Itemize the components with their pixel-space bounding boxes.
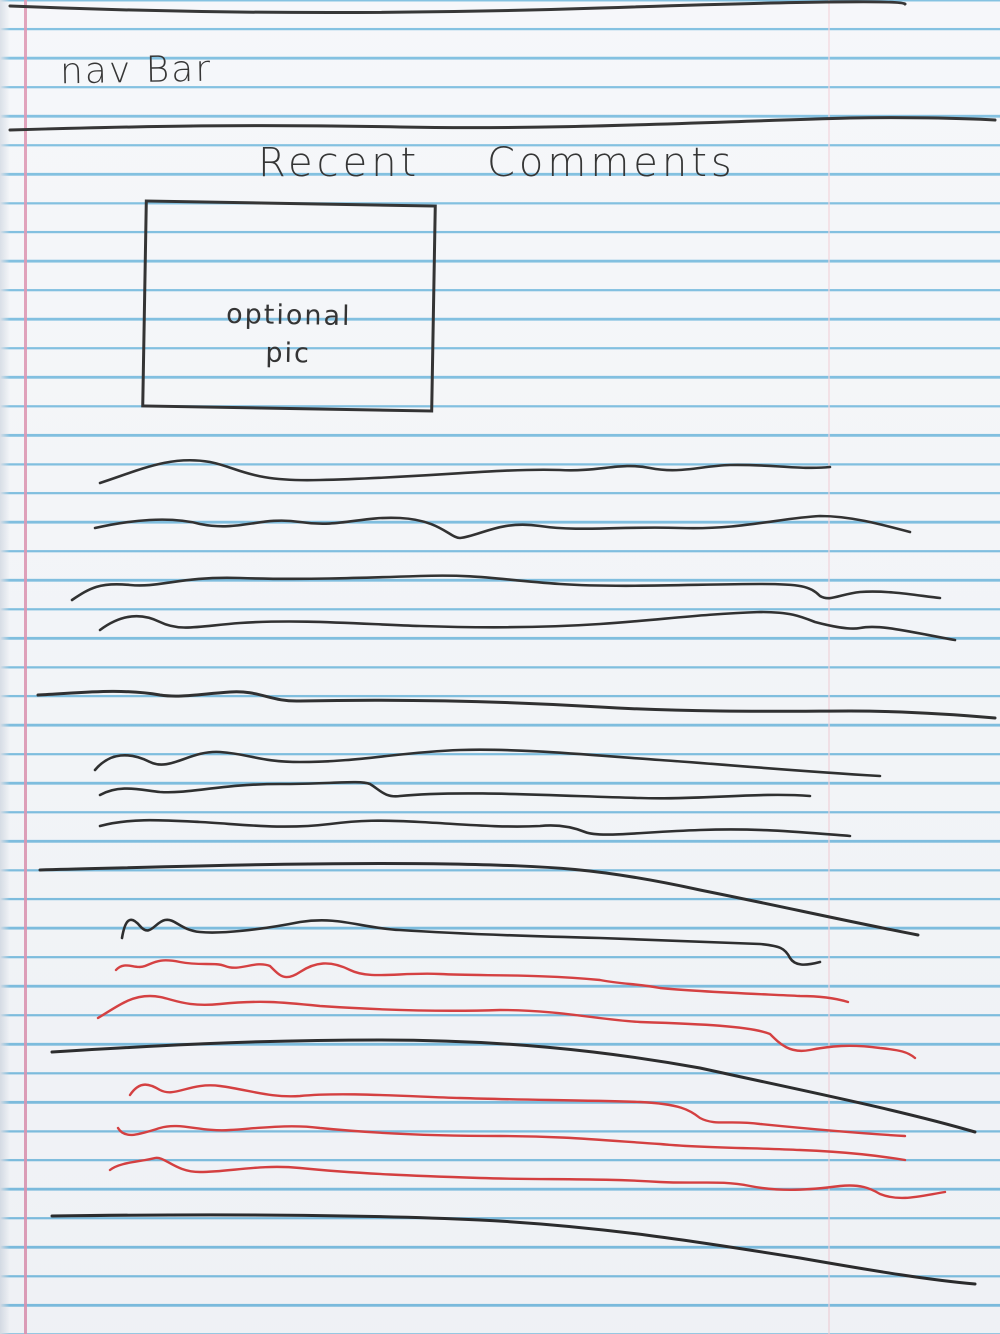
- text-line: [70, 574, 942, 602]
- text-line: [93, 748, 882, 778]
- comment-4: [108, 1083, 947, 1200]
- comment-1: [70, 458, 957, 642]
- text-line: [98, 818, 852, 838]
- comment-divider: [36, 689, 997, 720]
- text-line: [120, 918, 822, 966]
- nav-bar-divider: [8, 116, 997, 132]
- text-line: [93, 514, 912, 540]
- text-line: [116, 1124, 907, 1162]
- text-line: [114, 959, 850, 1004]
- text-line: [128, 1083, 907, 1138]
- faint-right-margin: [828, 0, 830, 1334]
- page-title: Recent Comments: [258, 140, 736, 186]
- comment-3: [120, 918, 822, 966]
- comment-3-reply: [96, 959, 917, 1060]
- text-line: [96, 994, 917, 1060]
- text-line: [98, 610, 957, 642]
- text-line: [108, 1156, 947, 1200]
- top-edge-divider: [8, 0, 907, 15]
- margin-line: [24, 0, 27, 1334]
- comment-divider: [50, 1038, 977, 1134]
- text-line: [98, 780, 812, 800]
- text-line: [98, 458, 832, 485]
- comment-2: [93, 748, 882, 838]
- comment-divider: [50, 1213, 977, 1286]
- comment-divider: [38, 861, 920, 937]
- paper-edge: [0, 0, 10, 1334]
